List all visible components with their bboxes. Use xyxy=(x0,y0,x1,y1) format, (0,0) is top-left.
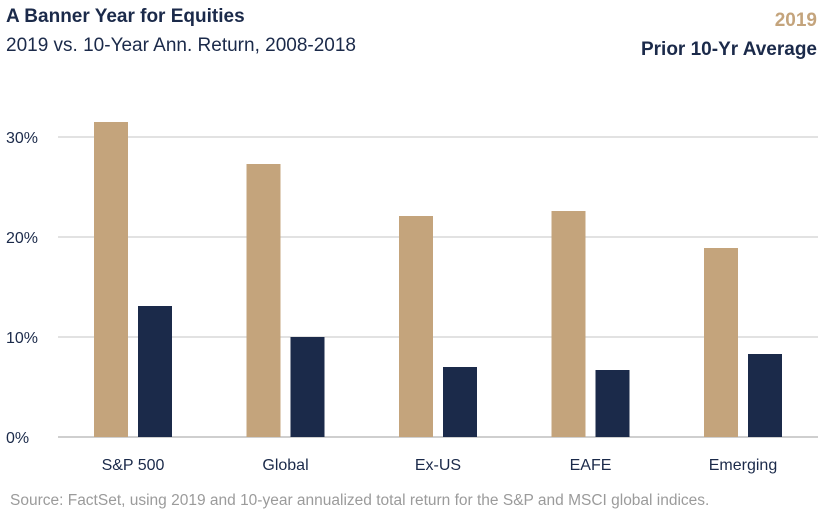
y-tick-label: 30% xyxy=(6,130,38,147)
bar-prior-avg-ex-us xyxy=(443,367,477,437)
legend-entry-2019: 2019 xyxy=(774,10,817,31)
bar-2019-emerging xyxy=(704,248,738,437)
bar-prior-avg-emerging xyxy=(748,354,782,437)
bar-prior-avg-s-p-500 xyxy=(138,306,172,437)
y-axis-tick-labels: 0% 10% 20% 30% xyxy=(6,130,38,447)
chart-subtitle: 2019 vs. 10-Year Ann. Return, 2008-2018 xyxy=(6,35,356,56)
x-category-label: S&P 500 xyxy=(102,457,165,474)
bar-prior-avg-global xyxy=(290,337,325,437)
source-note: Source: FactSet, using 2019 and 10-year … xyxy=(10,492,710,509)
x-axis-category-labels: S&P 500 Global Ex-US EAFE Emerging xyxy=(102,457,778,474)
legend: 2019 Prior 10-Yr Average xyxy=(641,6,817,64)
legend-entry-prior-10yr-average: Prior 10-Yr Average xyxy=(640,39,817,60)
chart-title: A Banner Year for Equities xyxy=(6,6,245,27)
y-tick-label: 0% xyxy=(6,430,29,447)
bar-2019-s-p-500 xyxy=(94,122,128,437)
y-tick-label: 20% xyxy=(6,230,38,247)
gridlines xyxy=(58,136,818,438)
bar-2019-ex-us xyxy=(399,216,433,437)
x-category-label: Ex-US xyxy=(415,457,461,474)
y-tick-label: 10% xyxy=(6,330,38,347)
x-category-label: Global xyxy=(262,457,308,474)
x-category-label: EAFE xyxy=(570,457,612,474)
bars xyxy=(94,122,782,437)
bar-2019-global xyxy=(246,164,281,437)
bar-2019-eafe xyxy=(551,211,586,437)
bar-prior-avg-eafe xyxy=(595,370,630,437)
x-category-label: Emerging xyxy=(709,457,777,474)
